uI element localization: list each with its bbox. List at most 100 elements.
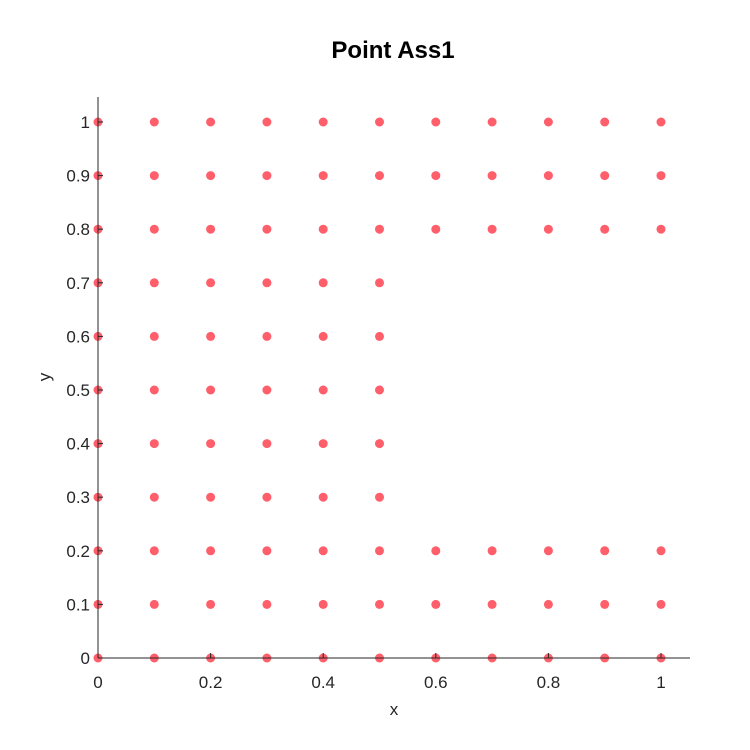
data-point — [262, 599, 272, 609]
data-point — [206, 224, 216, 234]
data-point — [600, 171, 610, 181]
y-tick-label: 0.5 — [66, 381, 90, 400]
data-point — [431, 599, 441, 609]
data-point — [318, 439, 328, 449]
data-point — [149, 331, 159, 341]
data-point — [487, 224, 497, 234]
y-ticks: 0 0.1 0.2 0.3 0.4 0.5 0.6 0.7 0.8 0.9 1 — [66, 113, 103, 668]
data-point — [543, 117, 553, 127]
data-point — [149, 492, 159, 502]
data-point — [206, 171, 216, 181]
data-point — [600, 546, 610, 556]
y-axis-label: y — [35, 372, 54, 381]
data-point — [262, 171, 272, 181]
data-point — [375, 117, 384, 127]
y-tick-label: 0.3 — [66, 488, 90, 507]
data-point — [262, 385, 272, 395]
data-point — [318, 331, 328, 341]
data-point — [149, 439, 159, 449]
data-point — [375, 331, 384, 341]
points-layer — [93, 117, 666, 663]
y-tick-label: 0.9 — [66, 167, 90, 186]
data-point — [543, 171, 553, 181]
data-point — [600, 599, 610, 609]
data-point — [149, 278, 159, 288]
data-point — [206, 599, 216, 609]
data-point — [206, 546, 216, 556]
data-point — [149, 224, 159, 234]
x-tick-label: 0.8 — [537, 673, 561, 692]
data-point — [262, 331, 272, 341]
y-tick-label: 0.7 — [66, 274, 90, 293]
y-tick-label: 0.8 — [66, 220, 90, 239]
data-point — [600, 224, 610, 234]
data-point — [543, 546, 553, 556]
data-point — [375, 492, 384, 502]
x-tick-label: 0 — [93, 673, 102, 692]
data-point — [431, 546, 441, 556]
chart-title: Point Ass1 — [331, 37, 454, 64]
data-point — [487, 599, 497, 609]
data-point — [543, 599, 553, 609]
data-point — [149, 117, 159, 127]
data-point — [262, 492, 272, 502]
x-tick-label: 0.6 — [424, 673, 448, 692]
y-tick-label: 0 — [81, 649, 90, 668]
y-tick-label: 0.1 — [66, 595, 90, 614]
data-point — [206, 439, 216, 449]
data-point — [375, 224, 384, 234]
data-point — [375, 171, 384, 181]
data-point — [375, 385, 384, 395]
data-point — [431, 224, 441, 234]
data-point — [656, 546, 666, 556]
data-point — [318, 171, 328, 181]
data-point — [600, 117, 610, 127]
data-point — [318, 599, 328, 609]
y-tick-label: 0.6 — [66, 327, 90, 346]
data-point — [262, 439, 272, 449]
data-point — [656, 599, 666, 609]
data-point — [206, 385, 216, 395]
data-point — [206, 492, 216, 502]
data-point — [318, 546, 328, 556]
x-tick-label: 0.4 — [311, 673, 335, 692]
data-point — [487, 117, 497, 127]
data-point — [318, 385, 328, 395]
data-point — [318, 117, 328, 127]
data-point — [318, 224, 328, 234]
data-point — [149, 599, 159, 609]
data-point — [262, 278, 272, 288]
data-point — [318, 278, 328, 288]
data-point — [375, 599, 384, 609]
data-point — [262, 546, 272, 556]
data-point — [149, 171, 159, 181]
data-point — [262, 224, 272, 234]
x-tick-label: 0.2 — [199, 673, 223, 692]
y-tick-label: 0.2 — [66, 542, 90, 561]
data-point — [487, 171, 497, 181]
x-ticks: 0 0.2 0.4 0.6 0.8 1 — [93, 653, 666, 692]
data-point — [149, 385, 159, 395]
data-point — [543, 224, 553, 234]
data-point — [375, 278, 384, 288]
y-tick-label: 0.4 — [66, 435, 90, 454]
x-axis-label: x — [390, 700, 399, 719]
data-point — [487, 546, 497, 556]
data-point — [656, 171, 666, 181]
data-point — [206, 117, 216, 127]
x-tick-label: 1 — [656, 673, 665, 692]
data-point — [431, 117, 441, 127]
data-point — [318, 492, 328, 502]
data-point — [262, 117, 272, 127]
y-tick-label: 1 — [81, 113, 90, 132]
data-point — [431, 171, 441, 181]
data-point — [149, 546, 159, 556]
data-point — [375, 546, 384, 556]
data-point — [206, 278, 216, 288]
data-point — [656, 224, 666, 234]
data-point — [656, 117, 666, 127]
data-point — [206, 331, 216, 341]
data-point — [375, 439, 384, 449]
